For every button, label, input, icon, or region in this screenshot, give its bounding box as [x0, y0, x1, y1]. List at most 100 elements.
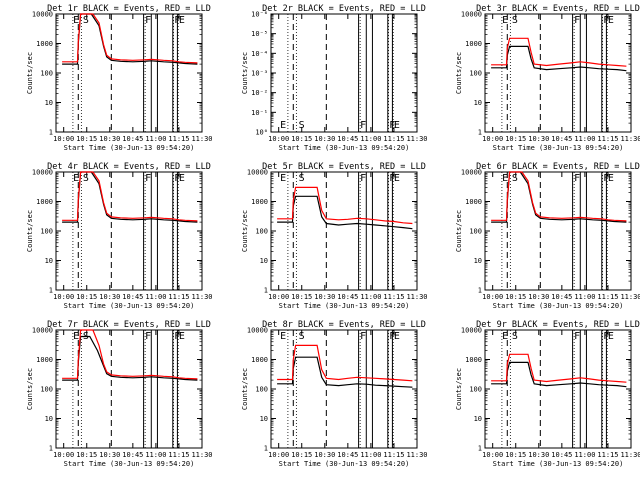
x-axis-label: Start Time (30-Jun-13 09:54:20)	[64, 144, 195, 152]
y-tick-label: 10⁻¹	[251, 109, 268, 117]
x-tick-label: 11:30	[406, 293, 427, 301]
x-tick-label: 10:00	[53, 293, 74, 301]
marker-label: S	[83, 173, 89, 184]
y-tick-label: 10⁻²	[251, 89, 268, 97]
marker-label: E	[73, 173, 79, 184]
marker-label: E	[502, 15, 508, 26]
marker-label: S	[299, 173, 305, 184]
marker-label: F	[574, 15, 580, 26]
marker-label: E	[280, 120, 286, 131]
x-tick-label: 10:45	[551, 451, 572, 459]
y-tick-label: 10	[474, 99, 482, 107]
x-tick-label: 10:45	[551, 293, 572, 301]
y-tick-label: 10	[45, 257, 53, 265]
x-tick-label: 10:15	[505, 293, 526, 301]
y-tick-label: 100	[40, 228, 53, 236]
y-tick-label: 10⁰	[255, 129, 268, 137]
x-tick-label: 10:00	[482, 293, 503, 301]
y-tick-label: 1000	[36, 198, 53, 206]
x-tick-label: 10:00	[53, 451, 74, 459]
x-tick-label: 10:15	[76, 135, 97, 143]
marker-label: E	[280, 331, 286, 342]
x-tick-label: 10:30	[314, 135, 335, 143]
marker-label: E	[394, 120, 400, 131]
x-tick-label: 10:45	[337, 135, 358, 143]
marker-label: F	[145, 15, 151, 26]
x-tick-label: 10:45	[337, 451, 358, 459]
y-tick-label: 1	[49, 445, 53, 453]
x-tick-label: 11:00	[145, 293, 166, 301]
marker-label: S	[299, 331, 305, 342]
panel-title: Det 8r BLACK = Events, RED = LLD	[262, 320, 426, 330]
x-tick-label: 10:00	[268, 135, 289, 143]
detector-panel-6: Det 6r BLACK = Events, RED = LLD 1 10 100 10…	[455, 162, 640, 310]
y-tick-label: 1	[478, 445, 482, 453]
x-tick-label: 11:30	[191, 293, 212, 301]
y-tick-label: 10	[260, 257, 268, 265]
y-axis-label: Counts/sec	[455, 210, 463, 252]
panel-title: Det 5r BLACK = Events, RED = LLD	[262, 162, 426, 172]
x-axis-label: Start Time (30-Jun-13 09:54:20)	[493, 460, 624, 468]
lld-series-line	[62, 171, 198, 222]
y-tick-label: 1	[478, 129, 482, 137]
y-tick-label: 10	[474, 415, 482, 423]
x-axis-label: Start Time (30-Jun-13 09:54:20)	[493, 302, 624, 310]
detector-panel-1: Det 1r BLACK = Events, RED = LLD 1 10 100 10…	[26, 4, 213, 152]
y-tick-label: 100	[255, 386, 268, 394]
y-tick-label: 10	[260, 415, 268, 423]
x-tick-label: 10:15	[505, 135, 526, 143]
y-axis-label: Counts/sec	[241, 52, 249, 94]
y-tick-label: 1000	[251, 198, 268, 206]
marker-label: F	[174, 15, 180, 26]
marker-label: E	[280, 173, 286, 184]
x-tick-label: 10:45	[122, 135, 143, 143]
lld-series-line	[277, 344, 413, 382]
marker-label: F	[389, 173, 395, 184]
marker-label: F	[389, 120, 395, 131]
panel-title: Det 2r BLACK = Events, RED = LLD	[262, 4, 426, 14]
x-axis-label: Start Time (30-Jun-13 09:54:20)	[279, 460, 410, 468]
lld-series-line	[62, 329, 198, 380]
y-tick-label: 10000	[32, 327, 53, 335]
detector-panel-2: Det 2r BLACK = Events, RED = LLD 10⁰ 10⁻¹ 1…	[241, 4, 428, 152]
marker-label: S	[512, 173, 518, 184]
x-tick-label: 11:00	[574, 135, 595, 143]
y-tick-label: 10000	[247, 169, 268, 177]
x-tick-label: 10:15	[291, 135, 312, 143]
y-tick-label: 1	[264, 287, 268, 295]
y-tick-label: 10000	[32, 169, 53, 177]
y-tick-label: 10⁻³	[251, 70, 268, 78]
marker-label: F	[389, 331, 395, 342]
x-tick-label: 10:00	[53, 135, 74, 143]
x-tick-label: 11:15	[383, 451, 404, 459]
y-tick-label: 1000	[36, 40, 53, 48]
y-tick-label: 10	[474, 257, 482, 265]
y-axis-label: Counts/sec	[241, 210, 249, 252]
x-tick-label: 10:15	[76, 451, 97, 459]
panel-title: Det 6r BLACK = Events, RED = LLD	[476, 162, 640, 172]
marker-label: E	[608, 331, 614, 342]
marker-label: F	[603, 331, 609, 342]
y-tick-label: 100	[40, 386, 53, 394]
y-tick-label: 10	[45, 99, 53, 107]
x-tick-label: 10:45	[122, 293, 143, 301]
x-tick-label: 11:15	[383, 293, 404, 301]
x-tick-label: 10:30	[528, 293, 549, 301]
x-axis-label: Start Time (30-Jun-13 09:54:20)	[279, 302, 410, 310]
x-tick-label: 10:45	[337, 293, 358, 301]
x-tick-label: 10:30	[528, 451, 549, 459]
y-axis-label: Counts/sec	[26, 52, 34, 94]
marker-label: F	[174, 331, 180, 342]
x-tick-label: 11:15	[597, 451, 618, 459]
panel-title: Det 4r BLACK = Events, RED = LLD	[47, 162, 211, 172]
x-tick-label: 10:00	[482, 451, 503, 459]
x-tick-label: 11:30	[620, 293, 640, 301]
lld-series-line	[62, 13, 198, 64]
y-axis-label: Counts/sec	[26, 210, 34, 252]
marker-label: E	[502, 173, 508, 184]
y-axis-label: Counts/sec	[241, 368, 249, 410]
panel-title: Det 7r BLACK = Events, RED = LLD	[47, 320, 211, 330]
x-tick-label: 10:30	[314, 451, 335, 459]
x-tick-label: 10:30	[99, 135, 120, 143]
x-tick-label: 11:15	[597, 135, 618, 143]
